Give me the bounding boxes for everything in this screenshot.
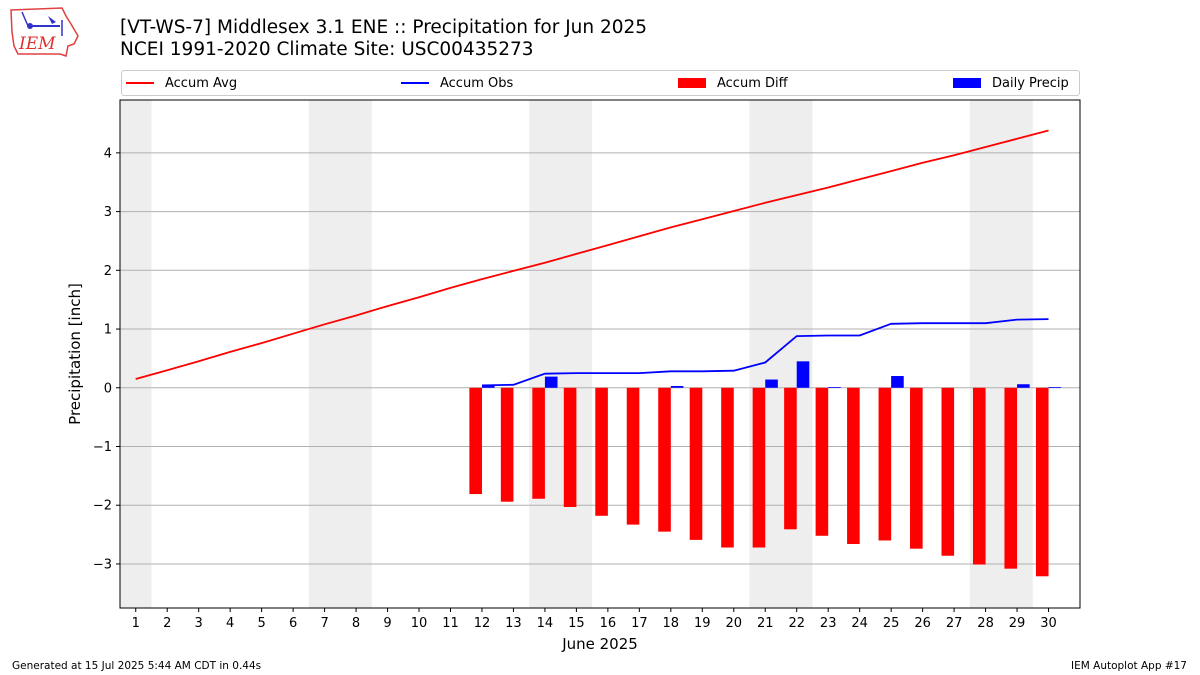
accum-diff-bar	[784, 387, 797, 530]
x-tick-label: 27	[946, 616, 963, 631]
accum-diff-bar	[658, 387, 671, 532]
x-tick-label: 9	[383, 616, 391, 631]
legend-swatch	[126, 82, 154, 84]
accum-diff-bar	[500, 387, 514, 502]
x-tick-label: 26	[914, 616, 931, 631]
x-tick-label: 29	[1009, 616, 1026, 631]
x-tick-label: 20	[725, 616, 742, 631]
accum-diff-bar	[752, 387, 766, 548]
y-tick-label: 2	[104, 264, 112, 279]
x-tick-label: 6	[289, 616, 297, 631]
legend-label: Accum Obs	[440, 75, 514, 91]
accum-diff-bar	[815, 387, 829, 536]
accum-diff-bar	[626, 387, 640, 525]
daily-precip-bar	[828, 387, 841, 388]
legend-item-accum-diff: Accum Diff	[678, 71, 788, 95]
chart-title: [VT-WS-7] Middlesex 3.1 ENE :: Precipita…	[120, 17, 648, 38]
weekend-band	[308, 100, 372, 608]
legend-swatch	[401, 82, 429, 84]
accum-diff-bar	[972, 387, 986, 565]
daily-precip-bar	[796, 361, 810, 388]
accum-diff-bar	[1004, 387, 1018, 569]
weekend-band	[120, 100, 152, 608]
x-tick-label: 8	[352, 616, 360, 631]
accum-obs-line	[481, 318, 1049, 387]
daily-precip-bar	[670, 386, 684, 388]
x-tick-label: 3	[195, 616, 203, 631]
daily-precip-bar	[891, 376, 904, 388]
y-tick-label: −1	[93, 440, 112, 455]
accum-diff-bar	[563, 387, 577, 507]
x-tick-label: 21	[757, 616, 774, 631]
y-tick-label: −2	[93, 499, 112, 514]
plot-frame	[119, 99, 1081, 609]
accum-diff-bar	[469, 387, 482, 495]
x-tick-label: 5	[257, 616, 265, 631]
legend-item-accum-obs: Accum Obs	[401, 71, 513, 95]
x-axis-label: June 2025	[561, 635, 638, 653]
y-tick-label: −3	[93, 557, 112, 572]
y-tick-label: 0	[104, 381, 112, 396]
x-tick-label: 25	[883, 616, 900, 631]
x-tick-label: 12	[474, 616, 491, 631]
accum-diff-bar	[941, 387, 955, 556]
x-tick-label: 16	[600, 616, 617, 631]
iem-logo: IEM	[10, 7, 79, 57]
accum-avg-line	[135, 129, 1049, 380]
legend-item-accum-avg: Accum Avg	[126, 71, 237, 95]
x-tick-label: 2	[163, 616, 171, 631]
legend-swatch	[953, 78, 981, 88]
daily-precip-bar	[544, 376, 558, 388]
daily-precip-bar	[481, 385, 495, 388]
daily-precip-bar	[1048, 387, 1062, 388]
x-tick-label: 11	[442, 616, 459, 631]
accum-diff-bar	[689, 387, 703, 540]
x-tick-label: 22	[788, 616, 805, 631]
x-tick-label: 1	[132, 616, 140, 631]
x-tick-label: 23	[820, 616, 837, 631]
weekend-band	[529, 100, 593, 608]
daily-precip-bar	[765, 379, 778, 388]
legend-label: Accum Avg	[165, 75, 238, 91]
x-tick-label: 28	[977, 616, 994, 631]
accum-diff-bar	[721, 387, 734, 548]
accum-diff-bar	[595, 387, 608, 516]
x-tick-label: 15	[568, 616, 585, 631]
x-tick-label: 13	[505, 616, 522, 631]
x-tick-label: 10	[411, 616, 428, 631]
accum-diff-bar	[910, 387, 923, 549]
legend-label: Daily Precip	[992, 75, 1069, 91]
legend-label: Accum Diff	[717, 75, 788, 91]
legend-item-daily-precip: Daily Precip	[953, 71, 1069, 95]
x-tick-label: 4	[226, 616, 234, 631]
accum-diff-bar	[532, 387, 545, 499]
x-tick-label: 30	[1040, 616, 1057, 631]
legend: Accum Avg Accum Obs Accum Diff Daily Pre…	[121, 70, 1080, 96]
legend-swatch	[678, 78, 706, 88]
accum-diff-bar	[878, 387, 892, 541]
accum-diff-bar	[847, 387, 860, 544]
x-tick-label: 7	[320, 616, 328, 631]
accum-diff-bar	[1035, 387, 1049, 577]
chart-subtitle: NCEI 1991-2020 Climate Site: USC00435273	[120, 39, 534, 60]
footer-app: IEM Autoplot App #17	[1071, 660, 1187, 672]
x-tick-label: 18	[663, 616, 680, 631]
y-tick-label: 4	[104, 146, 112, 161]
y-axis-label: Precipitation [inch]	[66, 283, 84, 425]
footer-generated: Generated at 15 Jul 2025 5:44 AM CDT in …	[12, 660, 262, 672]
x-tick-label: 19	[694, 616, 711, 631]
logo-text: IEM	[18, 34, 56, 54]
y-tick-label: 1	[104, 323, 112, 338]
daily-precip-bar	[1017, 384, 1030, 388]
y-tick-label: 3	[104, 205, 112, 220]
x-tick-label: 17	[631, 616, 648, 631]
x-tick-label: 24	[851, 616, 868, 631]
x-tick-label: 14	[537, 616, 554, 631]
